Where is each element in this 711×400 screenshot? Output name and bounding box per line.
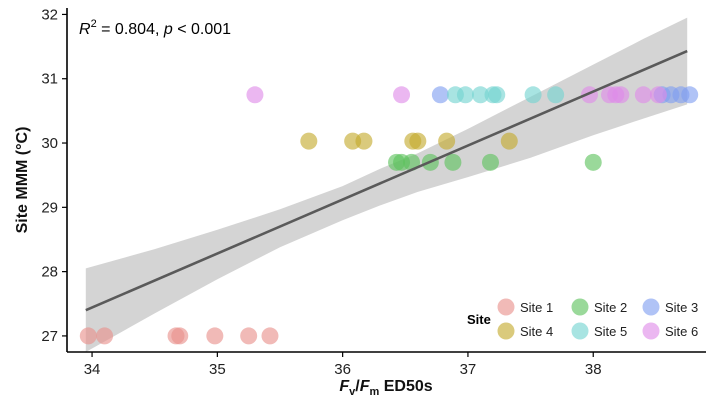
legend-swatch <box>571 298 589 316</box>
y-axis-ticks: 27 28 29 30 31 32 <box>41 6 67 345</box>
data-point-site-5 <box>456 86 474 104</box>
y-tick-label: 31 <box>41 71 58 88</box>
legend-label: Site 3 <box>665 300 698 315</box>
stats-annotation: R2 = 0.804, p < 0.001 <box>79 18 231 38</box>
data-point-site-3 <box>681 86 699 104</box>
data-point-site-5 <box>524 86 542 104</box>
data-point-site-4 <box>438 132 456 150</box>
legend-swatch <box>497 322 515 340</box>
x-axis-ticks: 34 35 36 37 38 <box>84 352 602 378</box>
y-tick-label: 27 <box>41 328 58 345</box>
data-point-site-1 <box>261 327 279 345</box>
annot-r: R <box>79 21 91 38</box>
legend-title: Site <box>467 312 491 327</box>
y-tick-label: 28 <box>41 264 58 281</box>
x-tick-label: 35 <box>209 361 226 378</box>
x-title-sub-m: m <box>369 386 379 398</box>
regression-line <box>85 49 688 312</box>
x-tick-label: 34 <box>84 361 101 378</box>
legend-label: Site 1 <box>520 300 553 315</box>
data-point-site-6 <box>393 86 411 104</box>
annot-r-sup: 2 <box>91 18 97 30</box>
data-point-site-1 <box>79 327 97 345</box>
legend-label: Site 6 <box>665 324 698 339</box>
x-tick-label: 37 <box>460 361 477 378</box>
x-axis-title: Fv/Fm ED50s <box>339 378 432 398</box>
data-point-site-2 <box>584 153 602 171</box>
legend-swatch <box>642 322 660 340</box>
data-point-site-1 <box>171 327 189 345</box>
data-point-site-1 <box>206 327 224 345</box>
x-title-slash: / <box>355 378 360 395</box>
data-point-site-2 <box>403 153 421 171</box>
y-tick-label: 30 <box>41 135 58 152</box>
data-point-site-4 <box>355 132 373 150</box>
annot-p: p <box>163 21 173 38</box>
x-tick-label: 36 <box>334 361 351 378</box>
data-point-site-6 <box>612 86 630 104</box>
data-point-site-2 <box>444 153 462 171</box>
data-point-site-2 <box>481 153 499 171</box>
legend-swatch <box>571 322 589 340</box>
data-point-site-3 <box>431 86 449 104</box>
data-point-site-4 <box>409 132 427 150</box>
legend-items: Site 1 Site 2 Site 3 Site 4 Site 5 Site 6 <box>497 298 698 340</box>
x-title-f1: F <box>339 378 350 395</box>
annot-r-value: = 0.804, <box>97 21 164 38</box>
annot-p-value: < 0.001 <box>173 21 231 38</box>
data-point-site-4 <box>500 132 518 150</box>
x-tick-label: 38 <box>585 361 602 378</box>
y-axis-title: Site MMM (°C) <box>14 127 31 234</box>
y-tick-label: 32 <box>41 6 58 23</box>
y-tick-label: 29 <box>41 199 58 216</box>
legend-swatch <box>497 298 515 316</box>
data-point-site-1 <box>96 327 114 345</box>
data-point-site-5 <box>547 86 565 104</box>
x-title-rest: ED50s <box>379 378 432 395</box>
data-point-site-6 <box>649 86 667 104</box>
x-title-sub-v: v <box>349 386 356 398</box>
legend-label: Site 5 <box>594 324 627 339</box>
data-point-site-4 <box>300 132 318 150</box>
data-point-site-5 <box>488 86 506 104</box>
data-point-site-6 <box>634 86 652 104</box>
data-point-site-5 <box>471 86 489 104</box>
legend-label: Site 4 <box>520 324 553 339</box>
data-point-site-1 <box>240 327 258 345</box>
legend-label: Site 2 <box>594 300 627 315</box>
legend-swatch <box>642 298 660 316</box>
x-title-f2: F <box>360 378 371 395</box>
data-point-site-6 <box>246 86 264 104</box>
